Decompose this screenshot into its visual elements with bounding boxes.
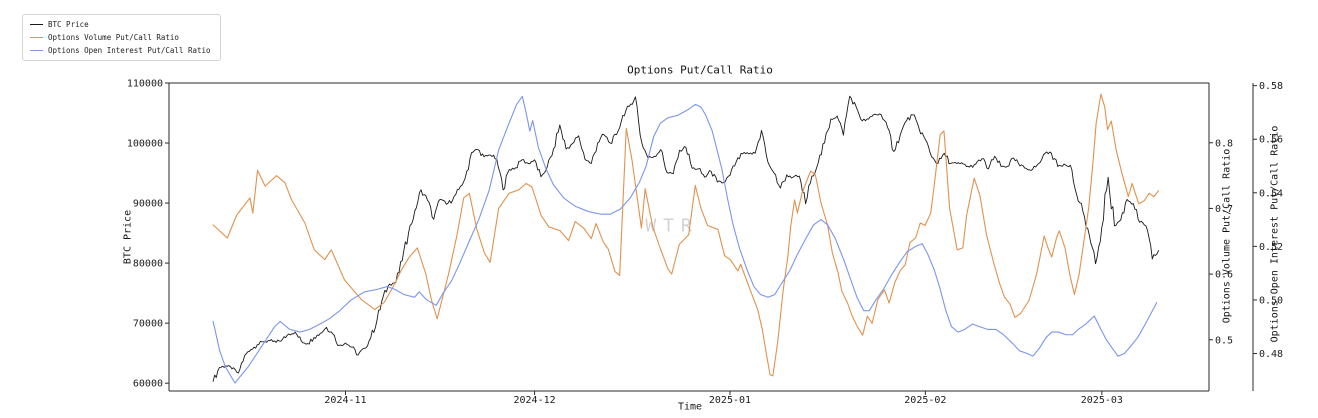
legend-line-sample [30,50,43,51]
legend-item: Options Volume Put/Call Ratio [30,32,211,43]
x-tick-label: 2024-11 [324,395,366,406]
series-line-options-open-interest-put-call-ratio [212,95,1158,384]
right-oi-tick-label: 0.58 [1259,81,1283,92]
left-tick-label: 80000 [133,259,163,270]
x-tick-label: 2025-02 [904,395,946,406]
left-tick-label: 70000 [133,319,163,330]
legend-item: Options Open Interest Put/Call Ratio [30,45,211,56]
right-volume-axis-label: Options Volume Put/Call Ratio [1221,148,1233,324]
legend-line-sample [30,37,43,38]
chart-title: Options Put/Call Ratio [627,63,773,77]
series-line-btc-price [212,95,1160,382]
x-tick-label: 2025-01 [709,395,751,406]
x-tick-label: 2025-03 [1081,395,1123,406]
right-oi-tick-label: 0.54 [1259,188,1283,199]
legend-item-label: BTC Price [48,20,89,29]
right-volume-tick-label: 0.5 [1215,335,1233,346]
legend-item: BTC Price [30,19,211,30]
right-volume-tick-label: 0.6 [1215,270,1233,281]
right-oi-tick-label: 0.52 [1259,242,1283,253]
x-tick-label: 2024-12 [513,395,555,406]
x-axis-label: Time [677,401,703,413]
right-volume-tick-label: 0.7 [1215,204,1233,215]
legend: BTC Price Options Volume Put/Call Ratio Op… [22,14,221,61]
right-oi-tick-label: 0.56 [1259,135,1283,146]
watermark: WTR [645,215,699,237]
right-oi-tick-label: 0.48 [1259,349,1283,360]
legend-item-label: Options Volume Put/Call Ratio [48,33,179,42]
legend-item-label: Options Open Interest Put/Call Ratio [48,46,211,55]
legend-line-sample [30,24,43,25]
right-oi-axis-label: Options Open Interest Put/Call Ratio [1269,125,1281,343]
right-oi-tick-label: 0.50 [1259,295,1283,306]
left-tick-label: 100000 [127,139,163,150]
right-volume-tick-label: 0.8 [1215,138,1233,149]
left-axis-label: BTC Price [122,209,134,265]
left-tick-label: 90000 [133,199,163,210]
series-line-options-volume-put-call-ratio [212,93,1160,377]
left-tick-label: 110000 [127,79,163,90]
left-tick-label: 60000 [133,379,163,390]
